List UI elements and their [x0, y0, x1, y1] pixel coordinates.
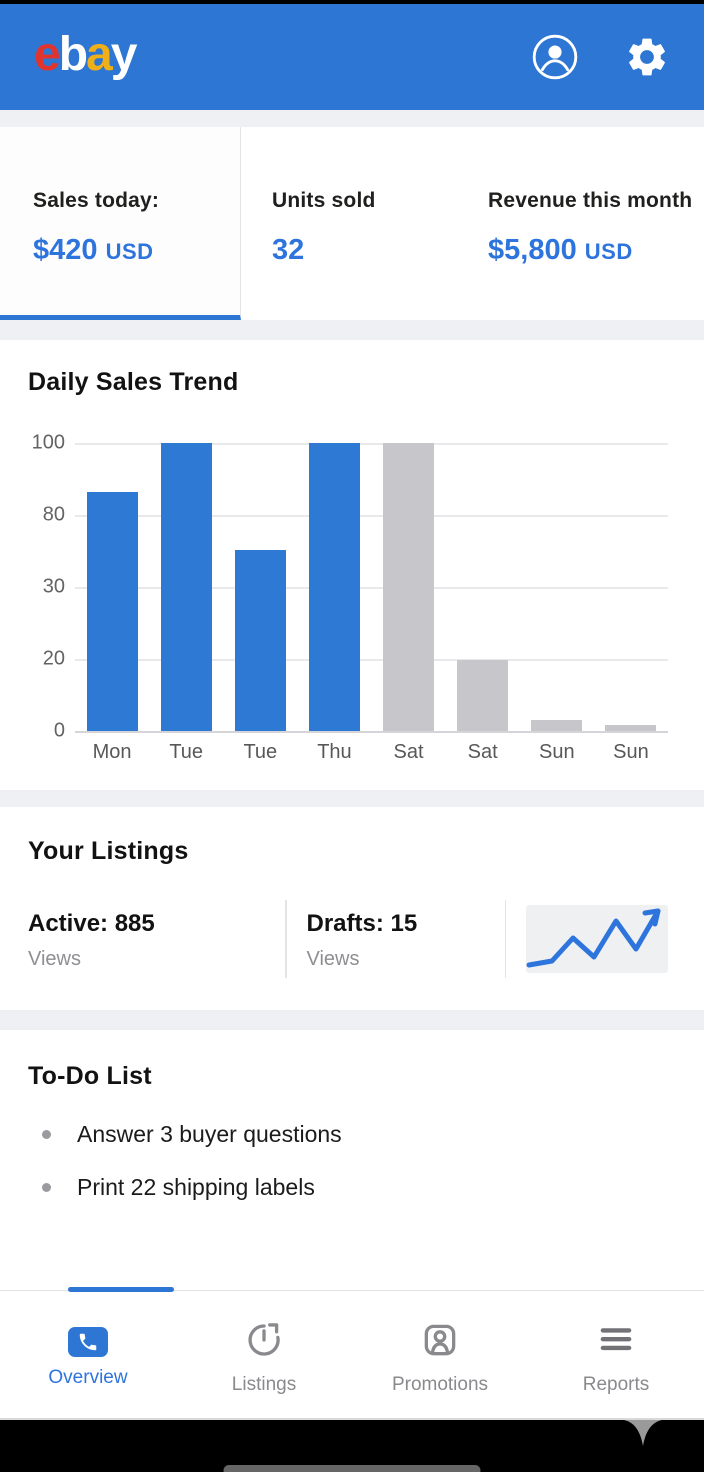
bar-tue-2	[234, 549, 286, 731]
tab-label: Reports	[582, 1374, 650, 1395]
active-listings-stat[interactable]: Active: 885 Views	[28, 908, 285, 971]
section-gap	[0, 790, 704, 807]
x-axis-label: Tue	[169, 741, 204, 763]
logo-letter: y	[110, 28, 138, 81]
stats-row: Sales today: $420 USD Units sold 32 Reve…	[0, 127, 704, 320]
contact-card-icon	[419, 1319, 461, 1364]
bar-tue-1	[160, 443, 212, 731]
stat-card-revenue-month[interactable]: Revenue this month $5,800 USD	[488, 189, 704, 267]
top-black-strip	[0, 0, 704, 4]
history-clock-icon	[243, 1319, 285, 1364]
stat-value: 32	[272, 234, 305, 266]
tab-listings[interactable]: Listings	[176, 1291, 352, 1418]
overview-phone-icon	[68, 1326, 108, 1357]
tab-label: Listings	[231, 1374, 297, 1395]
tab-label: Promotions	[391, 1374, 489, 1395]
y-axis-tick-label: 80	[42, 503, 65, 526]
tab-overview[interactable]: Overview	[0, 1291, 176, 1418]
active-tab-indicator	[68, 1287, 174, 1292]
stat-label: Revenue this month	[488, 189, 693, 212]
stat-label: Sales today:	[33, 189, 160, 212]
y-axis-tick-label: 30	[42, 575, 65, 598]
gridline	[75, 659, 668, 661]
x-axis-label: Sat	[393, 741, 424, 763]
x-axis-label: Mon	[92, 741, 132, 763]
logo-letter: e	[34, 28, 61, 81]
tab-reports[interactable]: Reports	[528, 1291, 704, 1418]
bullet-icon	[42, 1183, 51, 1192]
y-axis-tick-label: 100	[31, 431, 65, 454]
your-listings-card: Your Listings Active: 885 Views Drafts: …	[0, 807, 704, 1010]
settings-gear-icon[interactable]	[624, 34, 670, 80]
stat-value: $420 USD	[33, 234, 154, 266]
x-axis-label: Sat	[467, 741, 498, 763]
x-axis-label: Tue	[243, 741, 278, 763]
profile-icon[interactable]	[532, 34, 578, 80]
todo-list: Answer 3 buyer questions Print 22 shippin…	[28, 1121, 704, 1201]
tab-label: Overview	[48, 1366, 128, 1388]
todo-title: To-Do List	[28, 1062, 152, 1090]
chart-title: Daily Sales Trend	[28, 368, 239, 396]
drafts-stat[interactable]: Drafts: 15 Views	[287, 908, 505, 971]
y-axis-tick-label: 0	[53, 719, 65, 742]
drafts-views-label: Views	[306, 947, 360, 970]
bar-sun-7	[605, 724, 657, 731]
drafts-count: Drafts: 15	[306, 909, 418, 937]
x-axis-label: Sun	[539, 741, 575, 763]
active-views-label: Views	[28, 947, 81, 970]
tab-promotions[interactable]: Promotions	[352, 1291, 528, 1418]
page-gap	[0, 110, 704, 127]
scroll-down-caret-icon	[624, 1420, 662, 1446]
bar-sat-4	[383, 443, 435, 731]
bottom-black-strip	[0, 1420, 704, 1472]
divider	[285, 900, 287, 978]
gridline	[75, 731, 668, 733]
nav-shadow	[0, 1418, 704, 1420]
bar-thu-3	[308, 443, 360, 731]
gridline	[75, 587, 668, 589]
x-axis-label: Thu	[317, 741, 352, 763]
bar-sun-6	[531, 720, 583, 731]
bullet-icon	[42, 1130, 51, 1139]
gridline	[75, 515, 668, 517]
todo-item-text: Answer 3 buyer questions	[77, 1121, 342, 1147]
section-gap	[0, 1010, 704, 1030]
todo-card: To-Do List Answer 3 buyer questions Print…	[0, 1030, 704, 1290]
logo-letter: b	[58, 28, 88, 81]
active-count: Active: 885	[28, 909, 155, 937]
tab-bar: Overview Listings Promotions	[0, 1287, 704, 1418]
views-sparkline-chart	[526, 905, 668, 973]
stat-card-sales-today[interactable]: Sales today: $420 USD	[0, 127, 241, 320]
bar-chart: 100 80 30 20 0	[32, 432, 668, 742]
bar-mon-0	[86, 491, 138, 731]
gridline	[75, 443, 668, 445]
menu-lines-icon	[595, 1319, 637, 1364]
todo-item[interactable]: Answer 3 buyer questions	[28, 1121, 704, 1148]
divider	[504, 900, 506, 978]
y-axis-tick-label: 20	[42, 647, 65, 670]
bar-sat-5	[457, 660, 509, 731]
chart-x-axis-labels: Mon Tue Tue Thu Sat Sat Sun Sun	[75, 741, 668, 764]
todo-item[interactable]: Print 22 shipping labels	[28, 1174, 704, 1201]
listings-title: Your Listings	[28, 837, 189, 865]
stat-card-units-sold[interactable]: Units sold 32	[272, 189, 376, 267]
section-gap	[0, 320, 704, 340]
home-indicator[interactable]	[223, 1465, 481, 1472]
stat-value: $5,800 USD	[488, 234, 633, 266]
x-axis-label: Sun	[613, 741, 649, 763]
logo-letter: a	[86, 28, 113, 81]
stat-label: Units sold	[272, 189, 376, 212]
daily-sales-trend-card: Daily Sales Trend 100 80 30 20 0 Mon Tue Tue Th…	[0, 340, 704, 790]
todo-item-text: Print 22 shipping labels	[77, 1174, 315, 1200]
